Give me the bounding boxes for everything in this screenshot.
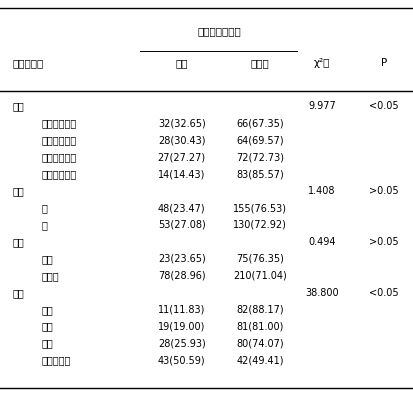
Text: 19(19.00): 19(19.00) — [158, 322, 205, 332]
Text: 大四及以上: 大四及以上 — [41, 355, 71, 366]
Text: 53(27.08): 53(27.08) — [158, 220, 206, 230]
Text: 38.800: 38.800 — [305, 288, 339, 298]
Text: 11(11.83): 11(11.83) — [158, 305, 205, 315]
Text: 83(85.57): 83(85.57) — [236, 169, 284, 179]
Text: 155(76.53): 155(76.53) — [233, 203, 287, 213]
Text: 80(74.07): 80(74.07) — [236, 338, 284, 349]
Text: 是否使用医保卡: 是否使用医保卡 — [197, 26, 241, 37]
Text: 9.977: 9.977 — [308, 101, 336, 112]
Text: 非医学: 非医学 — [41, 271, 59, 281]
Text: 42(49.41): 42(49.41) — [236, 355, 284, 366]
Text: 78(28.96): 78(28.96) — [158, 271, 206, 281]
Text: 大三: 大三 — [41, 338, 53, 349]
Text: 不使用: 不使用 — [251, 58, 270, 68]
Text: 82(88.17): 82(88.17) — [236, 305, 284, 315]
Text: 48(23.47): 48(23.47) — [158, 203, 206, 213]
Text: 1.408: 1.408 — [309, 186, 336, 196]
Text: 27(27.27): 27(27.27) — [158, 152, 206, 162]
Text: 28(30.43): 28(30.43) — [158, 135, 206, 145]
Text: 43(50.59): 43(50.59) — [158, 355, 206, 366]
Text: P: P — [381, 58, 387, 68]
Text: <0.05: <0.05 — [369, 288, 399, 298]
Text: >0.05: >0.05 — [369, 186, 399, 196]
Text: χ²值: χ²值 — [314, 58, 330, 68]
Text: 徐州工程学院: 徐州工程学院 — [41, 169, 76, 179]
Text: 大二: 大二 — [41, 322, 53, 332]
Text: 女: 女 — [41, 220, 47, 230]
Text: <0.05: <0.05 — [369, 101, 399, 112]
Text: 23(23.65): 23(23.65) — [158, 254, 206, 264]
Text: 性别: 性别 — [12, 186, 24, 196]
Text: 14(14.43): 14(14.43) — [158, 169, 205, 179]
Text: 年级: 年级 — [12, 288, 24, 298]
Text: 院校: 院校 — [12, 101, 24, 112]
Text: 徐州医科大学: 徐州医科大学 — [41, 118, 76, 128]
Text: 72(72.73): 72(72.73) — [236, 152, 284, 162]
Text: 66(67.35): 66(67.35) — [236, 118, 284, 128]
Text: 210(71.04): 210(71.04) — [233, 271, 287, 281]
Text: 人口学特征: 人口学特征 — [12, 58, 44, 68]
Text: 医学: 医学 — [41, 254, 53, 264]
Text: 64(69.57): 64(69.57) — [236, 135, 284, 145]
Text: 81(81.00): 81(81.00) — [237, 322, 284, 332]
Text: 130(72.92): 130(72.92) — [233, 220, 287, 230]
Text: 专业: 专业 — [12, 237, 24, 247]
Text: >0.05: >0.05 — [369, 237, 399, 247]
Text: 75(76.35): 75(76.35) — [236, 254, 284, 264]
Text: 32(32.65): 32(32.65) — [158, 118, 206, 128]
Text: 28(25.93): 28(25.93) — [158, 338, 206, 349]
Text: 中国矿业大学: 中国矿业大学 — [41, 135, 76, 145]
Text: 使用: 使用 — [176, 58, 188, 68]
Text: 江苏师范大学: 江苏师范大学 — [41, 152, 76, 162]
Text: 0.494: 0.494 — [309, 237, 336, 247]
Text: 男: 男 — [41, 203, 47, 213]
Text: 大一: 大一 — [41, 305, 53, 315]
